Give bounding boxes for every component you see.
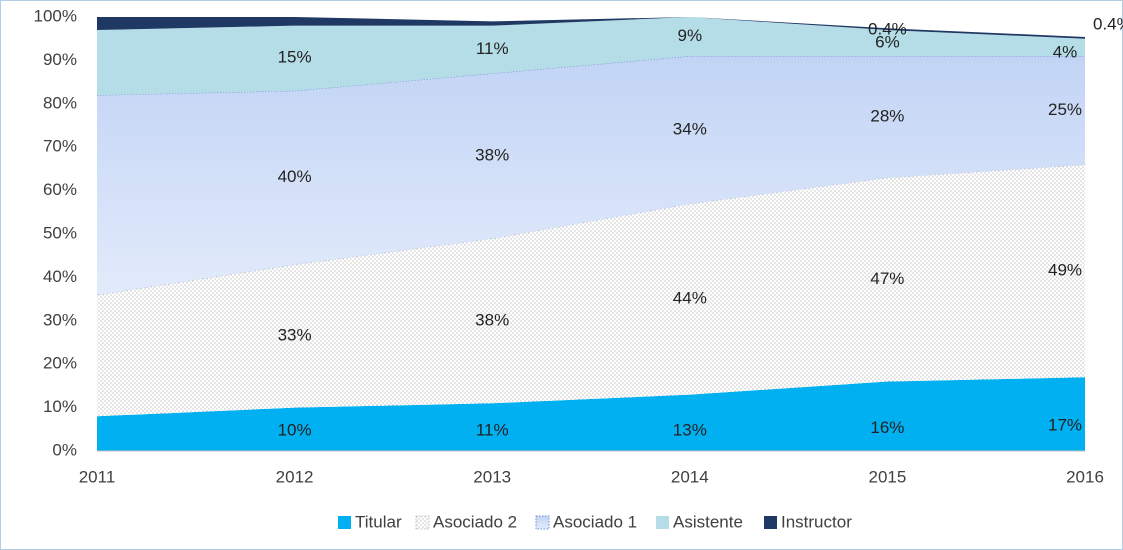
x-tick-label: 2013 xyxy=(473,467,511,486)
x-tick-label: 2011 xyxy=(79,467,116,486)
y-tick-label: 50% xyxy=(43,223,77,242)
data-label: 38% xyxy=(475,145,509,164)
legend-swatch xyxy=(415,515,430,530)
legend-swatch xyxy=(656,516,669,529)
y-tick-label: 40% xyxy=(43,267,77,286)
data-label: 0.4% xyxy=(868,19,907,38)
legend-swatch xyxy=(764,516,777,529)
y-tick-label: 80% xyxy=(43,93,77,112)
legend-label: Asistente xyxy=(673,512,743,531)
data-label: 40% xyxy=(278,167,312,186)
y-tick-label: 10% xyxy=(43,397,77,416)
y-tick-label: 100% xyxy=(34,6,77,25)
data-label: 13% xyxy=(673,420,707,439)
area xyxy=(97,17,1085,96)
x-tick-label: 2015 xyxy=(868,467,906,486)
y-tick-label: 90% xyxy=(43,50,77,69)
legend-label: Titular xyxy=(355,512,402,531)
area xyxy=(97,56,1085,295)
data-label: 33% xyxy=(278,325,312,344)
data-label: 16% xyxy=(870,418,904,437)
data-label: 6% xyxy=(875,33,900,52)
data-label: 44% xyxy=(673,289,707,308)
area xyxy=(97,17,1085,39)
y-tick-label: 70% xyxy=(43,137,77,156)
data-label: 38% xyxy=(475,310,509,329)
y-tick-label: 0% xyxy=(52,440,77,459)
data-label: 10% xyxy=(278,420,312,439)
y-tick-label: 30% xyxy=(43,310,77,329)
legend-swatch xyxy=(338,516,351,529)
data-label: 15% xyxy=(278,48,312,67)
data-label: 49% xyxy=(1048,260,1082,279)
data-label: 11% xyxy=(476,420,509,439)
data-label: 34% xyxy=(673,119,707,138)
legend-label: Asociado 2 xyxy=(433,512,517,531)
y-tick-label: 60% xyxy=(43,180,77,199)
y-tick-label: 20% xyxy=(43,354,77,373)
data-label: 17% xyxy=(1048,416,1082,435)
legend-label: Instructor xyxy=(781,512,852,531)
area xyxy=(97,377,1085,451)
legend-swatch xyxy=(535,515,550,530)
x-tick-label: 2016 xyxy=(1066,467,1104,486)
x-tick-label: 2012 xyxy=(276,467,314,486)
data-label: 11% xyxy=(476,39,509,58)
data-label: 9% xyxy=(678,26,703,45)
data-label: 47% xyxy=(870,269,904,288)
area xyxy=(97,164,1085,417)
x-tick-label: 2014 xyxy=(671,467,709,486)
data-label: 25% xyxy=(1048,100,1082,119)
data-label: 28% xyxy=(870,106,904,125)
legend-label: Asociado 1 xyxy=(553,512,637,531)
data-label: 0.4% xyxy=(1093,14,1123,33)
data-label: 4% xyxy=(1053,42,1078,61)
